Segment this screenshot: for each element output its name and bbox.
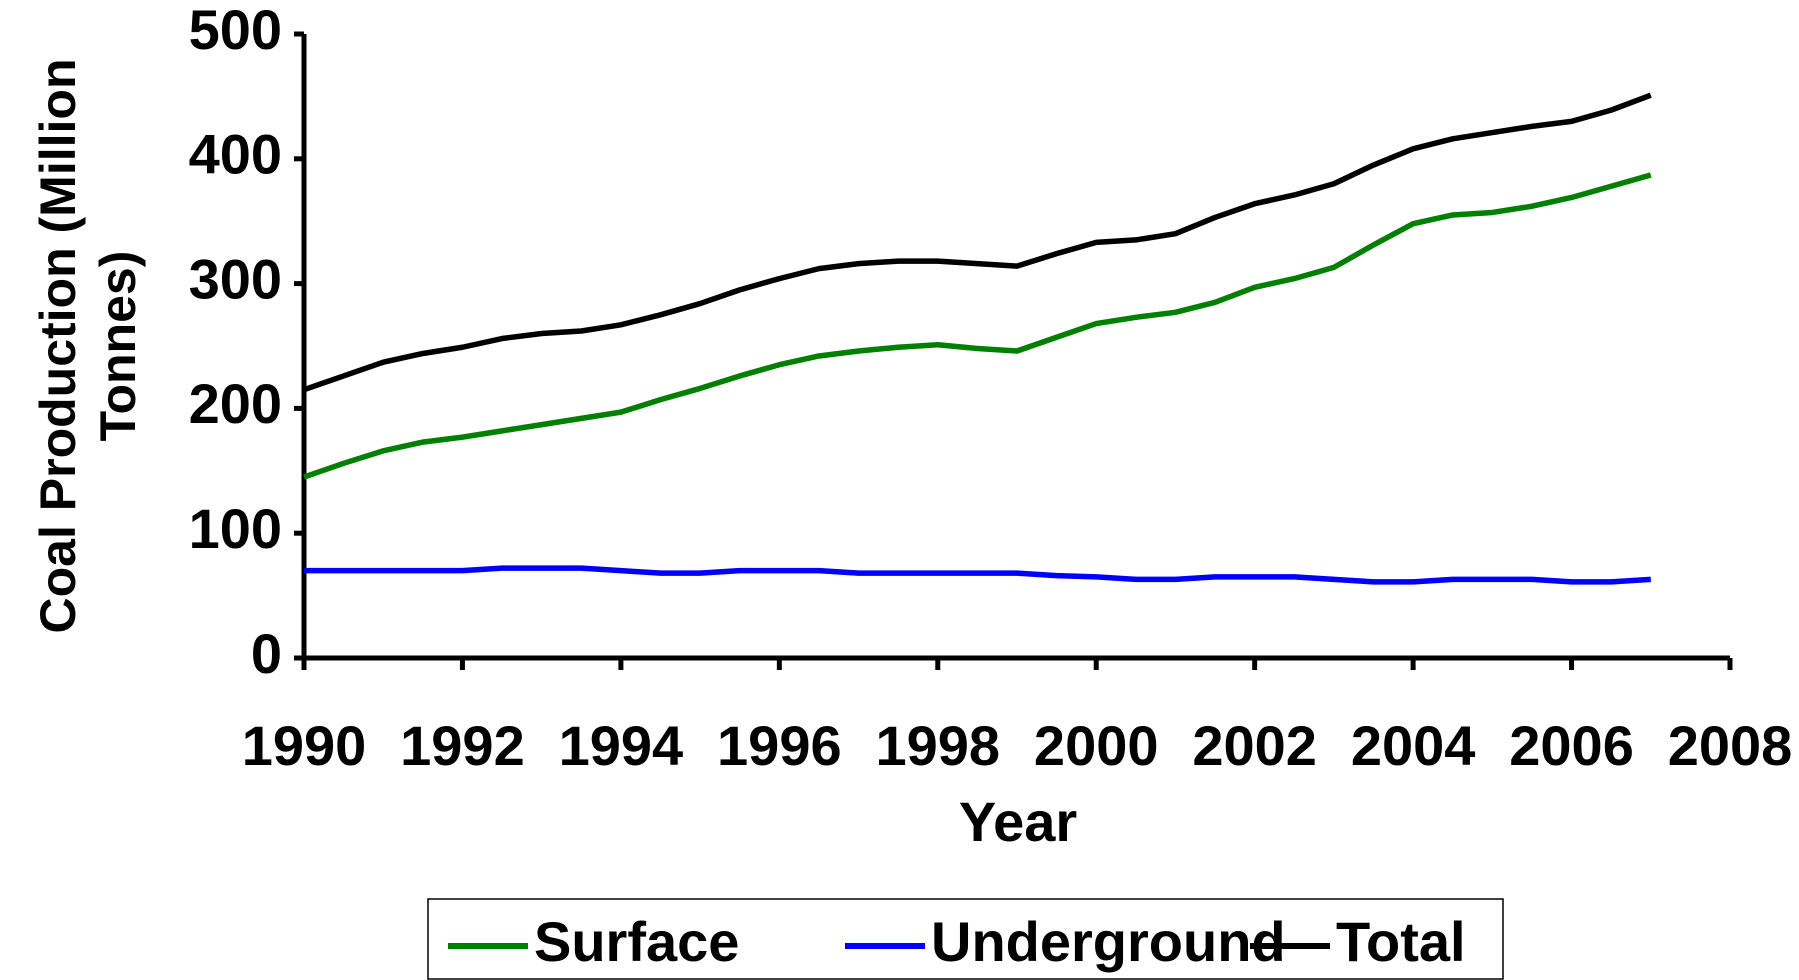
- legend-label: Surface: [534, 910, 739, 973]
- y-axis-label-line: Coal Production (Million: [30, 59, 86, 634]
- y-tick-label: 200: [189, 372, 282, 435]
- legend-label: Total: [1336, 910, 1466, 973]
- x-tick-label: 2004: [1351, 714, 1476, 777]
- x-tick-label: 1990: [242, 714, 367, 777]
- series-line: [304, 565, 1651, 585]
- y-tick-label: 100: [189, 497, 282, 560]
- y-axis-label-line: Tonnes): [90, 251, 146, 442]
- x-tick-label: 1996: [717, 714, 842, 777]
- x-tick-label: 2008: [1668, 714, 1793, 777]
- x-tick-label: 2000: [1034, 714, 1159, 777]
- y-tick-label: 300: [189, 247, 282, 310]
- y-tick-label: 500: [189, 0, 282, 61]
- series-line: [303, 172, 1652, 480]
- x-tick-label: 1998: [875, 714, 1000, 777]
- x-tick-label: 2006: [1509, 714, 1634, 777]
- x-tick-label: 2002: [1192, 714, 1317, 777]
- series-line: [303, 92, 1652, 393]
- x-axis-label: Year: [959, 790, 1077, 853]
- y-tick-label: 0: [251, 622, 282, 685]
- x-tick-label: 1992: [400, 714, 525, 777]
- legend-label: Underground: [931, 910, 1286, 973]
- y-axis-label: Coal Production (Million Tonnes): [30, 59, 146, 634]
- x-tick-label: 1994: [559, 714, 684, 777]
- legend-box: [427, 898, 1504, 980]
- y-tick-label: 400: [189, 123, 282, 186]
